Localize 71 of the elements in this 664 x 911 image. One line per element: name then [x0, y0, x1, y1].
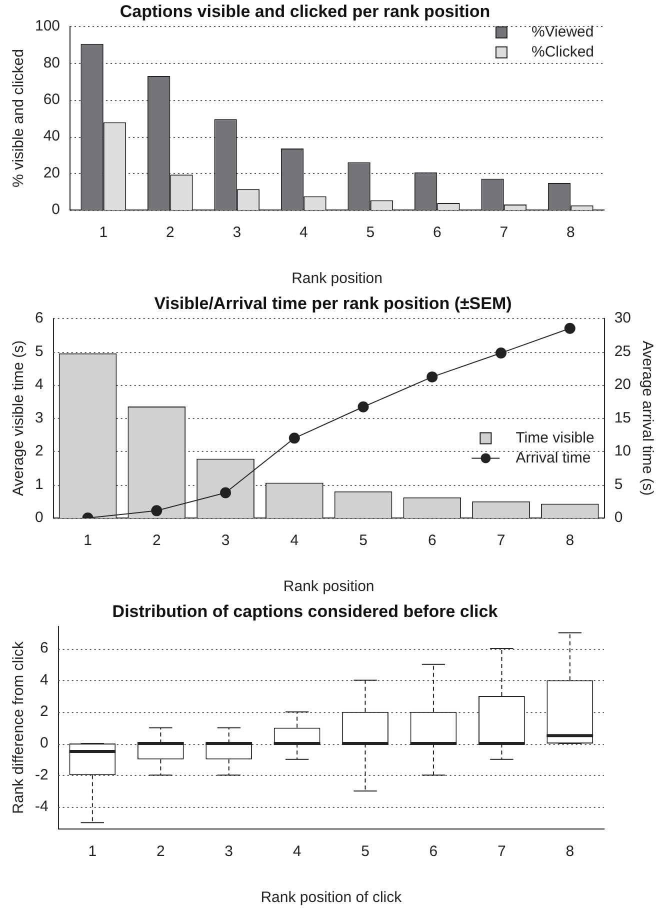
legend-label: %Viewed	[531, 24, 594, 41]
y-tick-label: 6	[40, 640, 48, 657]
chart-title: Distribution of captions considered before click	[112, 602, 498, 621]
y2-tick-label: 25	[614, 342, 632, 360]
point	[426, 371, 438, 382]
y-tick-label: 20	[43, 164, 60, 182]
y2-tick-label: 20	[614, 376, 632, 394]
x-axis-title: Rank position	[292, 270, 382, 288]
point	[288, 432, 300, 444]
y-tick-label: 2	[40, 703, 48, 720]
y2-tick-label: 0	[614, 509, 623, 526]
point	[358, 401, 369, 412]
x-axis-title: Rank position	[283, 578, 374, 596]
chart-title: Visible/Arrival time per rank position (±SEM)	[154, 294, 512, 313]
y-tick-label: 5	[35, 342, 44, 360]
y-tick-label: 4	[40, 671, 48, 688]
y-tick-label: 4	[35, 376, 44, 394]
x-tick-label: 2	[156, 843, 165, 860]
x-tick-label: 2	[152, 532, 161, 550]
y-tick-label: 3	[35, 409, 44, 426]
y-axis-title: % visible and clicked	[10, 48, 28, 188]
x-tick-label: 7	[500, 224, 508, 242]
x-tick-label: 4	[290, 532, 299, 550]
y2-tick-label: 5	[614, 476, 623, 493]
y-tick-label: 0	[52, 201, 60, 218]
point	[151, 505, 162, 516]
y-tick-label: 40	[43, 128, 60, 145]
y-tick-label: -4	[34, 798, 48, 815]
x-tick-label: 6	[429, 843, 438, 860]
legend-label: Time visible	[516, 429, 594, 446]
x-tick-label: 3	[232, 224, 242, 242]
y-tick-label: 1	[35, 476, 44, 493]
y-tick-label: 60	[43, 90, 60, 108]
x-tick-label: 8	[566, 224, 575, 242]
y2-tick-label: 30	[614, 310, 632, 327]
x-tick-label: 7	[498, 843, 506, 860]
x-tick-label: 8	[566, 532, 574, 550]
y-tick-label: 0	[40, 734, 48, 752]
x-tick-label: 1	[99, 224, 108, 242]
x-tick-label: 6	[432, 224, 442, 242]
x-tick-label: 5	[366, 224, 375, 242]
point	[220, 487, 232, 498]
y-tick-label: -2	[34, 766, 48, 784]
x-axis-title: Rank position of click	[260, 889, 402, 906]
x-tick-label: 3	[224, 843, 234, 860]
y-tick-label: 0	[35, 509, 44, 526]
y-axis-title: Rank difference from click	[10, 641, 28, 814]
y-axis-title: Average visible time (s)	[10, 340, 28, 496]
x-tick-label: 5	[361, 843, 370, 860]
x-tick-label: 7	[496, 532, 506, 550]
y2-tick-label: 15	[614, 409, 632, 426]
point	[496, 348, 507, 358]
x-tick-label: 6	[428, 532, 436, 550]
y2-tick-label: 10	[614, 442, 632, 460]
legend-label: %Clicked	[531, 44, 594, 61]
x-tick-label: 3	[221, 532, 230, 550]
x-tick-label: 4	[292, 843, 302, 860]
y-tick-label: 2	[35, 442, 44, 460]
y-tick-label: 100	[34, 18, 60, 35]
x-tick-label: 2	[166, 224, 174, 242]
x-tick-label: 1	[88, 843, 97, 860]
y-tick-label: 80	[43, 54, 60, 72]
y2-axis-title: Average arrival time (s)	[638, 340, 656, 496]
y-tick-label: 6	[35, 310, 44, 327]
chart-title: Captions visible and clicked per rank position	[120, 2, 490, 21]
x-tick-label: 4	[299, 224, 308, 242]
point	[564, 322, 576, 334]
x-tick-label: 8	[566, 843, 574, 860]
legend-label: Arrival time	[516, 449, 591, 466]
x-tick-label: 1	[84, 532, 92, 550]
x-tick-label: 5	[359, 532, 368, 550]
